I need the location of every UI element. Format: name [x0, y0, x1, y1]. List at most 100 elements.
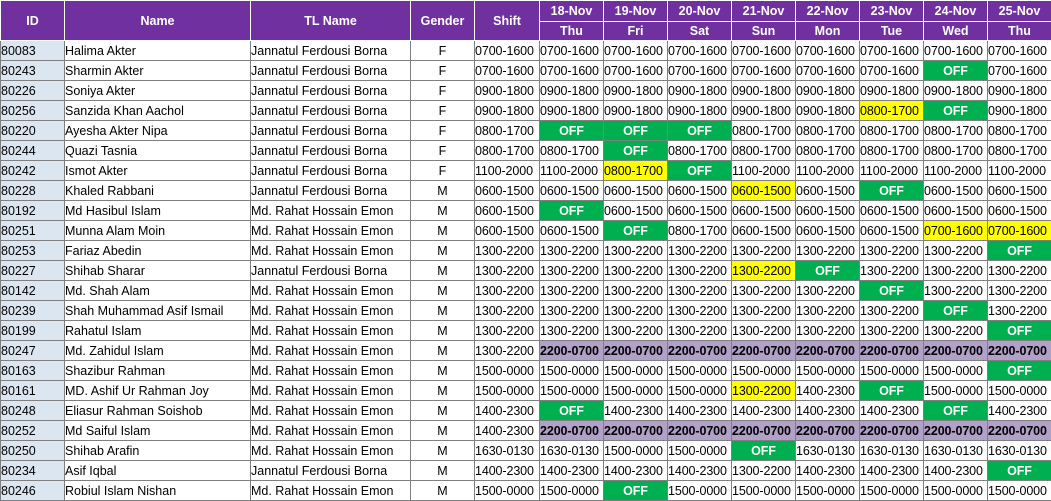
- cell-name[interactable]: Md. Zahidul Islam: [64, 340, 251, 361]
- cell-day-shift[interactable]: 0800-1700: [987, 140, 1051, 161]
- cell-day-shift[interactable]: 2200-0700: [603, 340, 668, 361]
- cell-day-shift[interactable]: 1300-2200: [539, 280, 604, 301]
- cell-day-shift[interactable]: 0600-1500: [923, 200, 988, 221]
- cell-id[interactable]: 80243: [0, 60, 65, 81]
- cell-day-shift[interactable]: 2200-0700: [923, 420, 988, 441]
- cell-day-shift[interactable]: 0600-1500: [731, 200, 796, 221]
- cell-day-shift[interactable]: 1300-2200: [731, 260, 796, 281]
- cell-day-shift[interactable]: 0700-1600: [987, 220, 1051, 241]
- cell-day-shift[interactable]: 2200-0700: [795, 340, 860, 361]
- cell-day-shift[interactable]: 1500-0000: [667, 440, 732, 461]
- cell-day-shift[interactable]: OFF: [859, 180, 924, 201]
- cell-day-shift[interactable]: 0600-1500: [795, 200, 860, 221]
- cell-day-shift[interactable]: OFF: [539, 200, 604, 221]
- header-date[interactable]: 21-Nov: [731, 0, 796, 22]
- cell-day-shift[interactable]: 0600-1500: [795, 220, 860, 241]
- cell-day-shift[interactable]: OFF: [667, 120, 732, 141]
- cell-day-shift[interactable]: 1300-2200: [539, 240, 604, 261]
- cell-day-shift[interactable]: 0700-1600: [731, 40, 796, 61]
- cell-id[interactable]: 80083: [0, 40, 65, 61]
- cell-gender[interactable]: M: [410, 360, 475, 381]
- cell-id[interactable]: 80226: [0, 80, 65, 101]
- cell-day-shift[interactable]: OFF: [923, 300, 988, 321]
- cell-tl-name[interactable]: Jannatul Ferdousi Borna: [250, 100, 411, 121]
- cell-day-shift[interactable]: 0800-1700: [667, 140, 732, 161]
- cell-tl-name[interactable]: Md. Rahat Hossain Emon: [250, 400, 411, 421]
- cell-tl-name[interactable]: Jannatul Ferdousi Borna: [250, 460, 411, 481]
- cell-day-shift[interactable]: 0700-1600: [859, 40, 924, 61]
- cell-day-shift[interactable]: 0600-1500: [987, 200, 1051, 221]
- header-name[interactable]: Name: [64, 0, 251, 41]
- cell-shift[interactable]: 1500-0000: [474, 360, 540, 381]
- cell-day-shift[interactable]: 1300-2200: [923, 320, 988, 341]
- header-date[interactable]: 23-Nov: [859, 0, 924, 22]
- cell-tl-name[interactable]: Md. Rahat Hossain Emon: [250, 240, 411, 261]
- cell-shift[interactable]: 1400-2300: [474, 460, 540, 481]
- cell-id[interactable]: 80228: [0, 180, 65, 201]
- cell-name[interactable]: Soniya Akter: [64, 80, 251, 101]
- cell-day-shift[interactable]: 1300-2200: [731, 380, 796, 401]
- cell-day-shift[interactable]: 0900-1800: [603, 100, 668, 121]
- cell-name[interactable]: Halima Akter: [64, 40, 251, 61]
- cell-day-shift[interactable]: 1500-0000: [923, 360, 988, 381]
- cell-day-shift[interactable]: 0600-1500: [795, 180, 860, 201]
- cell-day-shift[interactable]: 1300-2200: [923, 280, 988, 301]
- cell-gender[interactable]: F: [410, 40, 475, 61]
- cell-gender[interactable]: M: [410, 460, 475, 481]
- cell-shift[interactable]: 1100-2000: [474, 160, 540, 181]
- cell-day-shift[interactable]: 1300-2200: [731, 280, 796, 301]
- cell-gender[interactable]: M: [410, 200, 475, 221]
- cell-day-shift[interactable]: 0800-1700: [987, 120, 1051, 141]
- cell-tl-name[interactable]: Md. Rahat Hossain Emon: [250, 420, 411, 441]
- cell-day-shift[interactable]: 1300-2200: [667, 300, 732, 321]
- cell-day-shift[interactable]: OFF: [603, 140, 668, 161]
- cell-tl-name[interactable]: Jannatul Ferdousi Borna: [250, 80, 411, 101]
- cell-shift[interactable]: 1630-0130: [474, 440, 540, 461]
- cell-day-shift[interactable]: 1300-2200: [859, 300, 924, 321]
- cell-tl-name[interactable]: Md. Rahat Hossain Emon: [250, 360, 411, 381]
- cell-day-shift[interactable]: 1300-2200: [795, 300, 860, 321]
- cell-day-shift[interactable]: 1630-0130: [539, 440, 604, 461]
- cell-day-shift[interactable]: 1500-0000: [923, 380, 988, 401]
- cell-day-shift[interactable]: 0800-1700: [667, 220, 732, 241]
- cell-day-shift[interactable]: 1500-0000: [859, 360, 924, 381]
- cell-day-shift[interactable]: 0800-1700: [539, 140, 604, 161]
- cell-day-shift[interactable]: 1300-2200: [859, 320, 924, 341]
- cell-day-shift[interactable]: 0600-1500: [539, 180, 604, 201]
- cell-name[interactable]: Khaled Rabbani: [64, 180, 251, 201]
- cell-day-shift[interactable]: 1300-2200: [603, 240, 668, 261]
- header-tl-name[interactable]: TL Name: [250, 0, 411, 41]
- cell-tl-name[interactable]: Md. Rahat Hossain Emon: [250, 220, 411, 241]
- cell-name[interactable]: Eliasur Rahman Soishob: [64, 400, 251, 421]
- cell-day-shift[interactable]: 0900-1800: [795, 100, 860, 121]
- cell-day-shift[interactable]: 0600-1500: [859, 200, 924, 221]
- cell-day-shift[interactable]: 1400-2300: [795, 460, 860, 481]
- cell-day-shift[interactable]: 1300-2200: [603, 260, 668, 281]
- cell-shift[interactable]: 1500-0000: [474, 380, 540, 401]
- cell-day-shift[interactable]: 2200-0700: [731, 420, 796, 441]
- cell-tl-name[interactable]: Jannatul Ferdousi Borna: [250, 160, 411, 181]
- cell-day-shift[interactable]: OFF: [667, 160, 732, 181]
- cell-name[interactable]: Sanzida Khan Aachol: [64, 100, 251, 121]
- header-weekday[interactable]: Sun: [731, 21, 796, 41]
- cell-day-shift[interactable]: 2200-0700: [859, 340, 924, 361]
- cell-name[interactable]: Fariaz Abedin: [64, 240, 251, 261]
- cell-day-shift[interactable]: 1500-0000: [859, 480, 924, 501]
- cell-day-shift[interactable]: 1400-2300: [987, 400, 1051, 421]
- cell-name[interactable]: Rahatul Islam: [64, 320, 251, 341]
- cell-day-shift[interactable]: 1500-0000: [923, 480, 988, 501]
- cell-day-shift[interactable]: 0700-1600: [923, 220, 988, 241]
- cell-day-shift[interactable]: 1300-2200: [603, 320, 668, 341]
- cell-shift[interactable]: 0600-1500: [474, 180, 540, 201]
- cell-day-shift[interactable]: 0600-1500: [603, 200, 668, 221]
- cell-day-shift[interactable]: 0800-1700: [795, 120, 860, 141]
- cell-day-shift[interactable]: 1400-2300: [539, 460, 604, 481]
- cell-day-shift[interactable]: 1300-2200: [795, 320, 860, 341]
- header-date[interactable]: 18-Nov: [539, 0, 604, 22]
- cell-day-shift[interactable]: 2200-0700: [603, 420, 668, 441]
- cell-day-shift[interactable]: 1300-2200: [859, 260, 924, 281]
- cell-day-shift[interactable]: OFF: [859, 280, 924, 301]
- cell-gender[interactable]: F: [410, 100, 475, 121]
- cell-id[interactable]: 80252: [0, 420, 65, 441]
- header-date[interactable]: 25-Nov: [987, 0, 1051, 22]
